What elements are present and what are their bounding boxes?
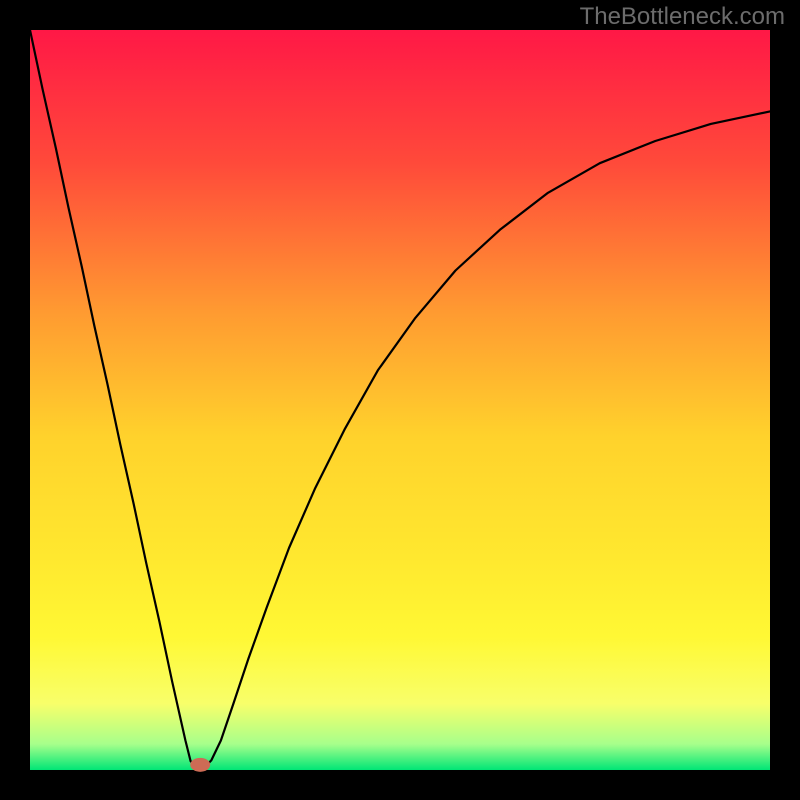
bottleneck-chart: TheBottleneck.com: [0, 0, 800, 800]
optimal-point-marker: [190, 758, 210, 772]
chart-svg: TheBottleneck.com: [0, 0, 800, 800]
watermark-text: TheBottleneck.com: [580, 3, 785, 30]
